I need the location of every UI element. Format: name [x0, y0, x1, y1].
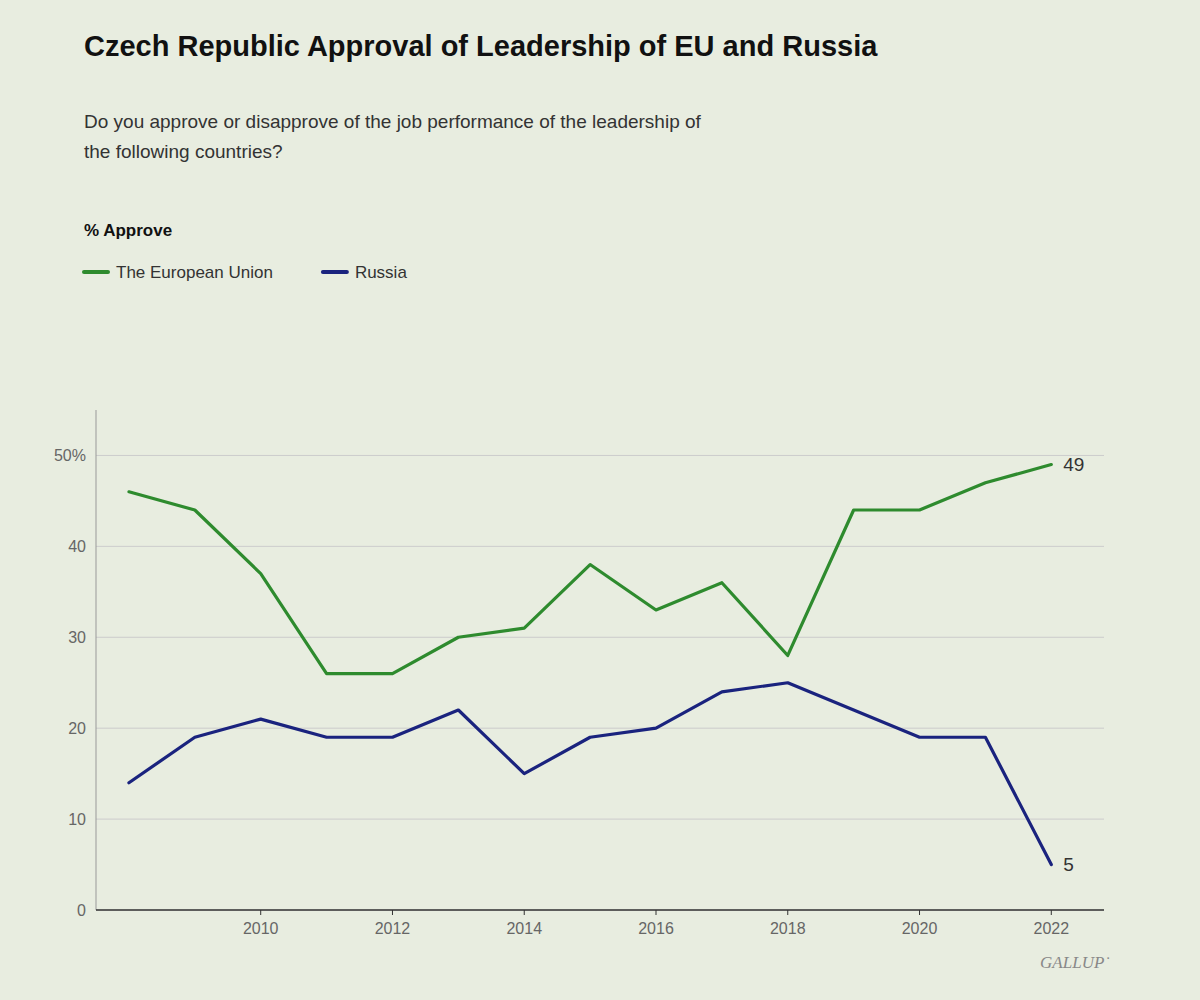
- grid-line: [96, 728, 1104, 729]
- grid-line: [96, 637, 1104, 638]
- legend-label: The European Union: [116, 263, 273, 282]
- x-tick-label: 2020: [902, 920, 938, 937]
- lines: [129, 465, 1051, 865]
- legend-label: Russia: [355, 263, 408, 282]
- x-tick-label: 2018: [770, 920, 806, 937]
- grid-line: [96, 546, 1104, 547]
- legend: The European Union Russia: [84, 263, 407, 282]
- y-axis-label: % Approve: [84, 221, 172, 240]
- y-tick-label: 40: [68, 538, 86, 555]
- series-line: [129, 465, 1051, 674]
- end-label: 49: [1063, 454, 1084, 475]
- x-axis: 2010 2012 2014 2016 2018 2020 2022: [96, 910, 1104, 937]
- annotations: 49 5 GALLUP˙: [1040, 454, 1110, 972]
- x-tick-label: 2014: [506, 920, 542, 937]
- x-tick-label: 2012: [375, 920, 411, 937]
- chart: Czech Republic Approval of Leadership of…: [0, 0, 1200, 1000]
- grid-line: [96, 819, 1104, 820]
- y-tick-label: 20: [68, 720, 86, 737]
- y-axis-line: [96, 410, 97, 910]
- y-tick-label: 10: [68, 811, 86, 828]
- series-line: [129, 683, 1051, 865]
- x-axis-line: [96, 909, 1104, 911]
- x-tick-label: 2022: [1033, 920, 1069, 937]
- grid-line: [96, 910, 1104, 911]
- y-tick-label: 50%: [54, 447, 86, 464]
- subtitle-line: Do you approve or disapprove of the job …: [84, 111, 702, 132]
- background: [0, 0, 1200, 1000]
- subtitle: Do you approve or disapprove of the job …: [84, 111, 702, 162]
- legend-swatch: [323, 270, 347, 274]
- x-tick-label: 2010: [243, 920, 279, 937]
- x-tick-label: 2016: [638, 920, 674, 937]
- y-tick-label: 0: [77, 902, 86, 919]
- end-label: 5: [1063, 854, 1074, 875]
- title: Czech Republic Approval of Leadership of…: [84, 30, 878, 62]
- legend-swatch: [84, 270, 108, 274]
- subtitle-line: the following countries?: [84, 141, 283, 162]
- watermark: GALLUP˙: [1040, 953, 1110, 972]
- y-tick-label: 30: [68, 629, 86, 646]
- grid-line: [96, 455, 1104, 456]
- y-axis: 0 10 20 30 40 50%: [54, 410, 1104, 919]
